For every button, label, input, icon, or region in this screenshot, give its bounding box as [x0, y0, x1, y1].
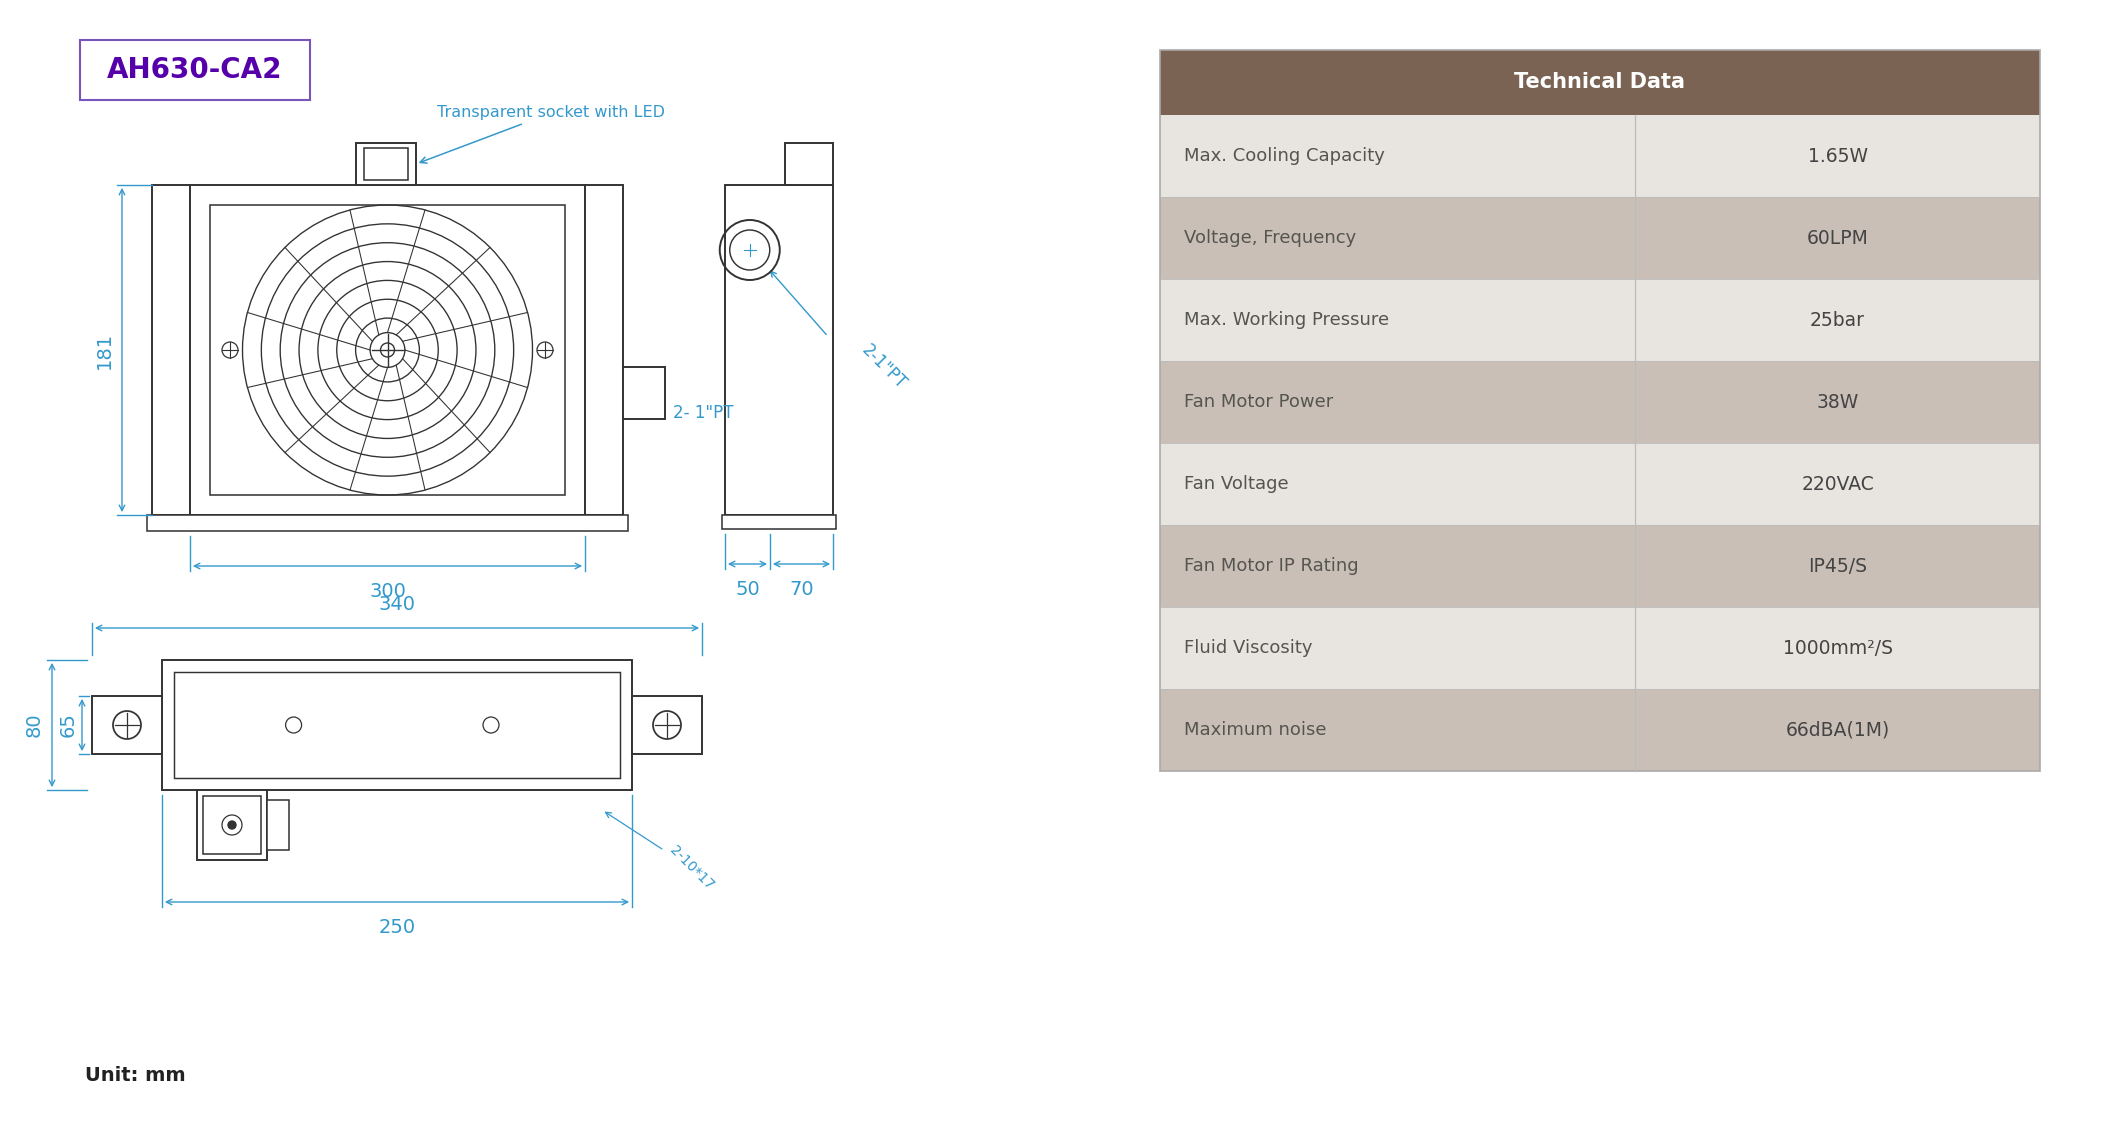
Text: 80: 80	[26, 712, 43, 737]
Bar	[1635, 197, 2041, 279]
Bar	[784, 143, 833, 185]
Text: 181: 181	[94, 331, 113, 369]
Bar	[623, 366, 665, 418]
Bar	[1161, 50, 2041, 771]
Bar	[1161, 361, 1635, 443]
Bar	[81, 39, 310, 100]
Bar	[1635, 279, 2041, 361]
Bar	[364, 148, 408, 180]
Bar	[198, 790, 268, 860]
Bar	[1635, 115, 2041, 197]
Bar	[1161, 689, 1635, 771]
Text: 66dBA(1M): 66dBA(1M)	[1786, 720, 1890, 739]
Bar	[210, 205, 566, 495]
Bar	[1161, 50, 2041, 115]
Text: 2- 1"PT: 2- 1"PT	[674, 403, 733, 421]
Text: Transparent socket with LED: Transparent socket with LED	[421, 106, 665, 163]
Text: 2-10*17: 2-10*17	[606, 813, 716, 893]
Text: 65: 65	[60, 712, 77, 737]
Bar	[723, 515, 836, 529]
Text: Unit: mm: Unit: mm	[85, 1066, 185, 1085]
Text: Maximum noise: Maximum noise	[1184, 721, 1327, 739]
Bar	[1161, 197, 1635, 279]
Text: Technical Data: Technical Data	[1514, 72, 1686, 92]
Bar	[1635, 525, 2041, 607]
Text: 1.65W: 1.65W	[1807, 147, 1867, 166]
Text: 250: 250	[378, 919, 415, 937]
Bar	[147, 515, 627, 531]
Bar	[1161, 525, 1635, 607]
Text: 1000mm²/S: 1000mm²/S	[1782, 639, 1892, 657]
Bar	[151, 185, 189, 515]
Bar	[268, 800, 289, 850]
Text: Fan Voltage: Fan Voltage	[1184, 474, 1288, 492]
Bar	[1161, 607, 1635, 689]
Bar	[1635, 361, 2041, 443]
Bar	[162, 660, 631, 790]
Bar	[1161, 279, 1635, 361]
Bar	[1161, 443, 1635, 525]
Bar	[631, 696, 702, 754]
Text: 220VAC: 220VAC	[1801, 474, 1873, 494]
Text: 340: 340	[378, 595, 415, 614]
Text: 25bar: 25bar	[1809, 311, 1865, 329]
Bar	[725, 185, 833, 515]
Text: 300: 300	[370, 582, 406, 601]
Bar	[1635, 443, 2041, 525]
Bar	[355, 143, 417, 185]
Text: IP45/S: IP45/S	[1807, 557, 1867, 576]
Text: 2-1"PT: 2-1"PT	[859, 340, 910, 392]
Text: Max. Cooling Capacity: Max. Cooling Capacity	[1184, 147, 1384, 165]
Text: Fan Motor Power: Fan Motor Power	[1184, 393, 1333, 411]
Text: 38W: 38W	[1816, 392, 1858, 411]
Bar	[174, 672, 621, 778]
Text: Fan Motor IP Rating: Fan Motor IP Rating	[1184, 557, 1359, 575]
Bar	[91, 696, 162, 754]
Text: 60LPM: 60LPM	[1807, 229, 1869, 248]
Bar	[202, 796, 261, 854]
Bar	[1161, 115, 1635, 197]
Text: Max. Working Pressure: Max. Working Pressure	[1184, 311, 1388, 329]
Text: Fluid Viscosity: Fluid Viscosity	[1184, 639, 1312, 657]
Bar	[1635, 607, 2041, 689]
Text: 70: 70	[789, 580, 814, 598]
Text: 50: 50	[736, 580, 759, 598]
Circle shape	[227, 820, 236, 829]
Bar	[1635, 689, 2041, 771]
Text: Voltage, Frequency: Voltage, Frequency	[1184, 229, 1356, 247]
Bar	[189, 185, 585, 515]
Bar	[585, 185, 623, 515]
Text: AH630-CA2: AH630-CA2	[106, 56, 283, 85]
